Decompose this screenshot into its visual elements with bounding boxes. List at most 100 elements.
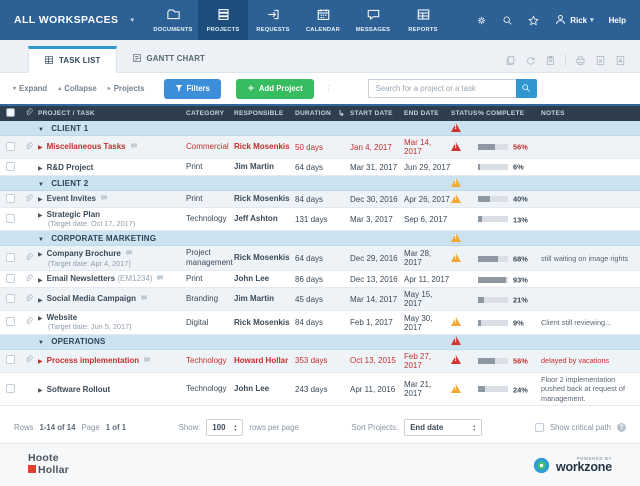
row-checkbox[interactable] — [6, 253, 15, 262]
task-row[interactable]: ▶Software Rollout Technology John Lee 24… — [0, 373, 640, 406]
comment-icon[interactable] — [125, 249, 133, 259]
comment-icon[interactable] — [140, 294, 148, 304]
add-project-button[interactable]: Add Project — [236, 79, 314, 99]
help-circle-icon[interactable]: ? — [617, 423, 626, 432]
task-category: Technology — [186, 356, 234, 366]
nav-item-messages[interactable]: MESSAGES — [348, 0, 398, 40]
column-end-date[interactable]: END DATE — [404, 110, 451, 117]
expand-caret-icon[interactable]: ▶ — [38, 388, 43, 394]
task-name[interactable]: Strategic Plan — [47, 210, 100, 219]
comment-icon[interactable] — [156, 274, 164, 284]
collapse-caret-icon[interactable]: ▼ — [38, 127, 44, 133]
column-start-date[interactable]: START DATE — [350, 110, 404, 117]
task-row[interactable]: ▶Website(Target date: Jun 5, 2017) Digit… — [0, 311, 640, 334]
column-category[interactable]: CATEGORY — [186, 110, 234, 117]
gear-icon[interactable] — [476, 15, 487, 26]
help-link[interactable]: Help — [609, 16, 626, 25]
expand-caret-icon[interactable]: ▶ — [38, 359, 43, 365]
column-notes[interactable]: NOTES — [541, 110, 640, 117]
task-row[interactable]: ▶Process implementation Technology Howar… — [0, 350, 640, 373]
collapse-all-link[interactable]: ▴ Collapse — [58, 84, 97, 93]
group-row[interactable]: ▼ CORPORATE MARKETING — [0, 231, 640, 246]
row-checkbox[interactable] — [6, 294, 15, 303]
expand-caret-icon[interactable]: ▶ — [38, 316, 43, 322]
projects-link[interactable]: ▸ Projects — [108, 84, 145, 93]
row-checkbox[interactable] — [6, 142, 15, 151]
task-name[interactable]: R&D Project — [47, 163, 94, 172]
tab-task-list[interactable]: TASK LIST — [28, 46, 117, 73]
nav-item-calendar[interactable]: CALENDAR — [298, 0, 348, 40]
task-start-date: Dec 13, 2016 — [350, 275, 404, 284]
group-row[interactable]: ▼ OPERATIONS — [0, 335, 640, 350]
drag-handle-icon[interactable]: ⋮ — [325, 87, 333, 90]
row-checkbox[interactable] — [6, 384, 15, 393]
task-name[interactable]: Email Newsletters — [47, 275, 115, 284]
group-row[interactable]: ▼ CLIENT 2 — [0, 176, 640, 191]
expand-caret-icon[interactable]: ▶ — [38, 213, 43, 219]
pdf-export-icon[interactable] — [615, 55, 626, 66]
tab-gantt-chart[interactable]: GANTT CHART — [117, 45, 221, 72]
collapse-caret-icon[interactable]: ▼ — [38, 182, 44, 188]
select-all-checkbox[interactable] — [6, 108, 24, 119]
clipboard-icon[interactable] — [545, 55, 556, 66]
task-name[interactable]: Miscellaneous Tasks — [47, 142, 126, 151]
row-checkbox[interactable] — [6, 214, 15, 223]
critical-path-checkbox[interactable] — [535, 423, 544, 432]
row-checkbox[interactable] — [6, 355, 15, 364]
task-name[interactable]: Company Brochure — [47, 249, 121, 258]
task-row[interactable]: ▶Social Media Campaign Branding Jim Mart… — [0, 288, 640, 311]
comment-icon[interactable] — [130, 142, 138, 152]
collapse-caret-icon[interactable]: ▼ — [38, 340, 44, 346]
print-icon[interactable] — [575, 55, 586, 66]
task-row[interactable]: ▶Email Newsletters (EM1234) Print John L… — [0, 271, 640, 288]
nav-item-projects[interactable]: PROJECTS — [198, 0, 248, 40]
nav-item-requests[interactable]: REQUESTS — [248, 0, 298, 40]
task-row[interactable]: ▶Company Brochure(Target date: Apr 4, 20… — [0, 246, 640, 271]
task-name[interactable]: Software Rollout — [47, 385, 111, 394]
task-duration: 84 days — [295, 318, 338, 327]
search-input[interactable] — [368, 79, 516, 98]
expand-caret-icon[interactable]: ▶ — [38, 298, 43, 304]
row-checkbox[interactable] — [6, 317, 15, 326]
sort-select[interactable]: End date ▲▼ — [404, 419, 482, 436]
column-project-task[interactable]: PROJECT / TASK — [38, 110, 186, 117]
group-row[interactable]: ▼ CLIENT 1 — [0, 121, 640, 136]
expand-caret-icon[interactable]: ▶ — [38, 278, 43, 284]
expand-caret-icon[interactable]: ▶ — [38, 197, 43, 203]
row-checkbox[interactable] — [6, 162, 15, 171]
task-name[interactable]: Website — [47, 313, 78, 322]
user-menu[interactable]: Rick ▾ — [554, 13, 593, 28]
column-complete[interactable]: % COMPLETE — [478, 110, 541, 117]
expand-all-link[interactable]: ▾ Expand — [13, 84, 47, 93]
collapse-caret-icon[interactable]: ▼ — [38, 237, 44, 243]
copy-icon[interactable] — [505, 55, 516, 66]
search-submit-button[interactable] — [516, 79, 537, 98]
task-row[interactable]: ▶Event Invites Print Rick Mosenkis 84 da… — [0, 191, 640, 208]
task-row[interactable]: ▶R&D Project Print Jim Martin 64 days Ma… — [0, 159, 640, 176]
recycle-icon[interactable] — [525, 55, 536, 66]
task-name[interactable]: Process implementation — [47, 356, 139, 365]
row-checkbox[interactable] — [6, 194, 15, 203]
column-responsible[interactable]: RESPONSIBLE — [234, 110, 295, 117]
search-icon[interactable] — [502, 15, 513, 26]
task-row[interactable]: ▶Strategic Plan(Target date: Oct 17, 201… — [0, 208, 640, 231]
nav-item-documents[interactable]: DOCUMENTS — [148, 0, 198, 40]
row-checkbox[interactable] — [6, 274, 15, 283]
star-icon[interactable] — [528, 15, 539, 26]
nav-item-reports[interactable]: REPORTS — [398, 0, 448, 40]
task-name[interactable]: Social Media Campaign — [47, 295, 136, 304]
filters-button[interactable]: Filters — [164, 79, 221, 99]
column-duration[interactable]: DURATION — [295, 110, 338, 117]
column-status[interactable]: STATUS — [451, 110, 478, 117]
comment-icon[interactable] — [143, 356, 151, 366]
excel-export-icon[interactable] — [595, 55, 606, 66]
task-name[interactable]: Event Invites — [47, 194, 96, 203]
expand-caret-icon[interactable]: ▶ — [38, 166, 43, 172]
expand-caret-icon[interactable]: ▶ — [38, 252, 43, 258]
page-size-select[interactable]: 100 ▲▼ — [206, 419, 243, 436]
comment-icon[interactable] — [100, 194, 108, 204]
task-row[interactable]: ▶Miscellaneous Tasks Commercial Rick Mos… — [0, 136, 640, 159]
page-size-control: Show: 100 ▲▼ rows per page — [179, 419, 299, 436]
expand-caret-icon[interactable]: ▶ — [38, 145, 43, 151]
workspace-selector[interactable]: ALL WORKSPACES ▾ — [0, 0, 148, 40]
